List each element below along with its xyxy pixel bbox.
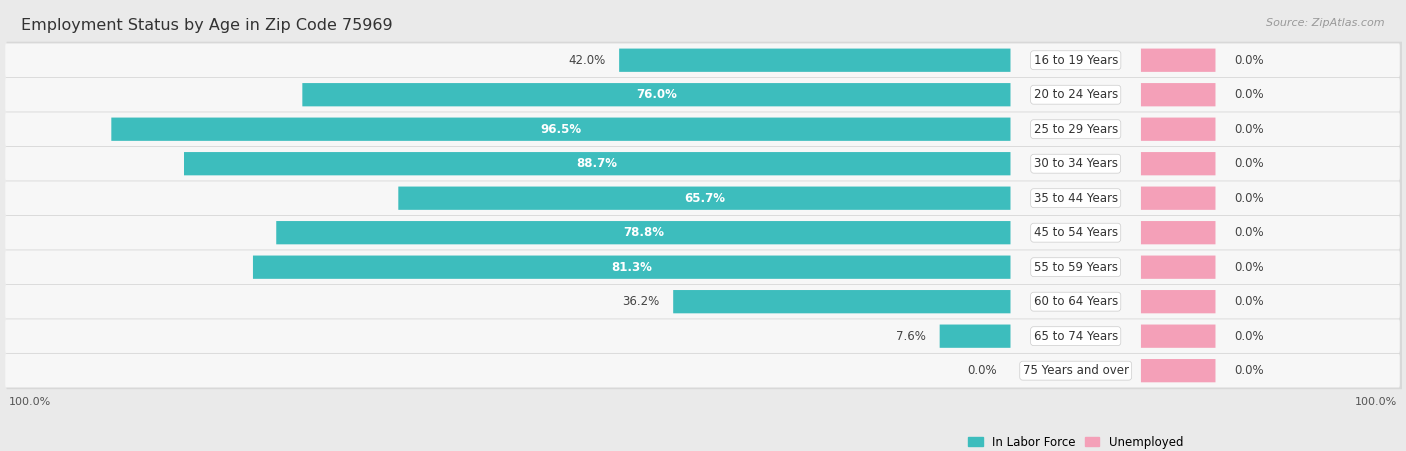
Text: 0.0%: 0.0% [1234,330,1264,343]
FancyBboxPatch shape [1140,187,1215,210]
Text: 0.0%: 0.0% [1234,261,1264,274]
Text: 36.2%: 36.2% [621,295,659,308]
FancyBboxPatch shape [1140,256,1215,279]
Text: 0.0%: 0.0% [1234,123,1264,136]
FancyBboxPatch shape [1140,290,1215,313]
Text: 0.0%: 0.0% [1234,364,1264,377]
FancyBboxPatch shape [1140,325,1215,348]
Text: 81.3%: 81.3% [612,261,652,274]
FancyBboxPatch shape [939,325,1011,348]
FancyBboxPatch shape [1140,83,1215,106]
FancyBboxPatch shape [6,249,1403,286]
FancyBboxPatch shape [111,118,1011,141]
Text: 100.0%: 100.0% [8,397,51,407]
FancyBboxPatch shape [6,181,1400,215]
FancyBboxPatch shape [1140,152,1215,175]
Text: 20 to 24 Years: 20 to 24 Years [1033,88,1118,101]
Text: Source: ZipAtlas.com: Source: ZipAtlas.com [1267,18,1385,28]
Text: 65.7%: 65.7% [683,192,725,205]
Text: 60 to 64 Years: 60 to 64 Years [1033,295,1118,308]
FancyBboxPatch shape [1140,49,1215,72]
FancyBboxPatch shape [6,78,1400,111]
FancyBboxPatch shape [6,41,1403,79]
FancyBboxPatch shape [6,250,1400,284]
FancyBboxPatch shape [1140,118,1215,141]
FancyBboxPatch shape [253,256,1011,279]
Text: 96.5%: 96.5% [540,123,582,136]
Text: 100.0%: 100.0% [1355,397,1398,407]
Text: 0.0%: 0.0% [1234,226,1264,239]
FancyBboxPatch shape [1140,359,1215,382]
FancyBboxPatch shape [276,221,1011,244]
Text: 0.0%: 0.0% [967,364,997,377]
FancyBboxPatch shape [6,216,1400,249]
FancyBboxPatch shape [6,112,1400,146]
Text: 0.0%: 0.0% [1234,54,1264,67]
FancyBboxPatch shape [6,319,1400,353]
Text: 16 to 19 Years: 16 to 19 Years [1033,54,1118,67]
Text: 76.0%: 76.0% [636,88,676,101]
Text: 42.0%: 42.0% [568,54,605,67]
FancyBboxPatch shape [6,179,1403,217]
FancyBboxPatch shape [6,43,1400,77]
FancyBboxPatch shape [398,187,1011,210]
FancyBboxPatch shape [1140,221,1215,244]
FancyBboxPatch shape [6,76,1403,113]
Text: 55 to 59 Years: 55 to 59 Years [1033,261,1118,274]
FancyBboxPatch shape [6,283,1403,320]
FancyBboxPatch shape [302,83,1011,106]
FancyBboxPatch shape [6,147,1400,180]
Text: 0.0%: 0.0% [1234,192,1264,205]
FancyBboxPatch shape [6,214,1403,251]
FancyBboxPatch shape [673,290,1011,313]
Text: 7.6%: 7.6% [896,330,925,343]
Text: 35 to 44 Years: 35 to 44 Years [1033,192,1118,205]
FancyBboxPatch shape [184,152,1011,175]
Text: Employment Status by Age in Zip Code 75969: Employment Status by Age in Zip Code 759… [21,18,392,33]
Text: 0.0%: 0.0% [1234,295,1264,308]
Text: 88.7%: 88.7% [576,157,617,170]
FancyBboxPatch shape [6,318,1403,355]
Legend: In Labor Force, Unemployed: In Labor Force, Unemployed [963,431,1188,451]
FancyBboxPatch shape [6,354,1400,387]
FancyBboxPatch shape [6,145,1403,182]
Text: 75 Years and over: 75 Years and over [1022,364,1129,377]
FancyBboxPatch shape [6,352,1403,389]
FancyBboxPatch shape [619,49,1011,72]
Text: 0.0%: 0.0% [1234,157,1264,170]
FancyBboxPatch shape [6,110,1403,148]
Text: 78.8%: 78.8% [623,226,664,239]
Text: 30 to 34 Years: 30 to 34 Years [1033,157,1118,170]
Text: 0.0%: 0.0% [1234,88,1264,101]
Text: 65 to 74 Years: 65 to 74 Years [1033,330,1118,343]
Text: 25 to 29 Years: 25 to 29 Years [1033,123,1118,136]
FancyBboxPatch shape [6,285,1400,318]
Text: 45 to 54 Years: 45 to 54 Years [1033,226,1118,239]
